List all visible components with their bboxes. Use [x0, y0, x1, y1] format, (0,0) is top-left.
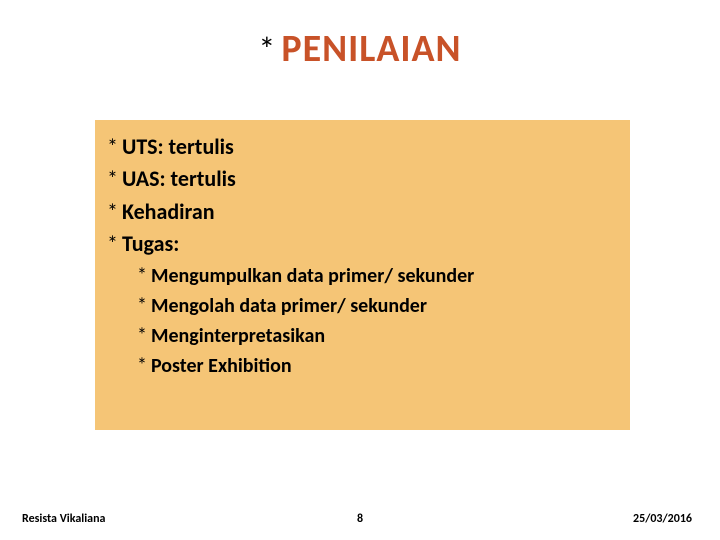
- asterisk-icon: *: [107, 134, 118, 160]
- list-item-label: UAS: tertulis: [122, 166, 236, 192]
- list-subitem: * Mengolah data primer/ sekunder: [137, 294, 618, 318]
- list-subitem: * Mengumpulkan data primer/ sekunder: [137, 264, 618, 288]
- list-subitem: * Poster Exhibition: [137, 354, 618, 378]
- asterisk-icon: *: [137, 294, 147, 318]
- list-subitem: * Menginterpretasikan: [137, 324, 618, 348]
- footer: Resista Vikaliana 8 25/03/2016: [0, 512, 720, 526]
- list-item: * Tugas:: [107, 231, 618, 257]
- title-bullet-icon: *: [258, 34, 275, 68]
- footer-date: 25/03/2016: [633, 512, 692, 526]
- content-box: * UTS: tertulis * UAS: tertulis * Kehadi…: [95, 120, 630, 430]
- list-subitem-label: Poster Exhibition: [151, 354, 292, 378]
- asterisk-icon: *: [137, 324, 147, 348]
- list-item: * Kehadiran: [107, 199, 618, 225]
- list-item: * UAS: tertulis: [107, 166, 618, 192]
- asterisk-icon: *: [107, 166, 118, 192]
- title-row: * PENILAIAN: [0, 0, 720, 68]
- list-item-label: Tugas:: [122, 231, 179, 257]
- asterisk-icon: *: [137, 354, 147, 378]
- list-item-label: Kehadiran: [122, 199, 215, 225]
- asterisk-icon: *: [107, 199, 118, 225]
- asterisk-icon: *: [107, 231, 118, 257]
- list-item-label: UTS: tertulis: [122, 134, 234, 160]
- list-item: * UTS: tertulis: [107, 134, 618, 160]
- list-subitem-label: Mengumpulkan data primer/ sekunder: [151, 264, 474, 288]
- list-subitem-label: Mengolah data primer/ sekunder: [151, 294, 427, 318]
- footer-author: Resista Vikaliana: [22, 512, 105, 526]
- list-subitem-label: Menginterpretasikan: [151, 324, 325, 348]
- asterisk-icon: *: [137, 264, 147, 288]
- slide-title: PENILAIAN: [281, 30, 461, 68]
- footer-page-number: 8: [357, 512, 363, 526]
- slide: * PENILAIAN * UTS: tertulis * UAS: tertu…: [0, 0, 720, 540]
